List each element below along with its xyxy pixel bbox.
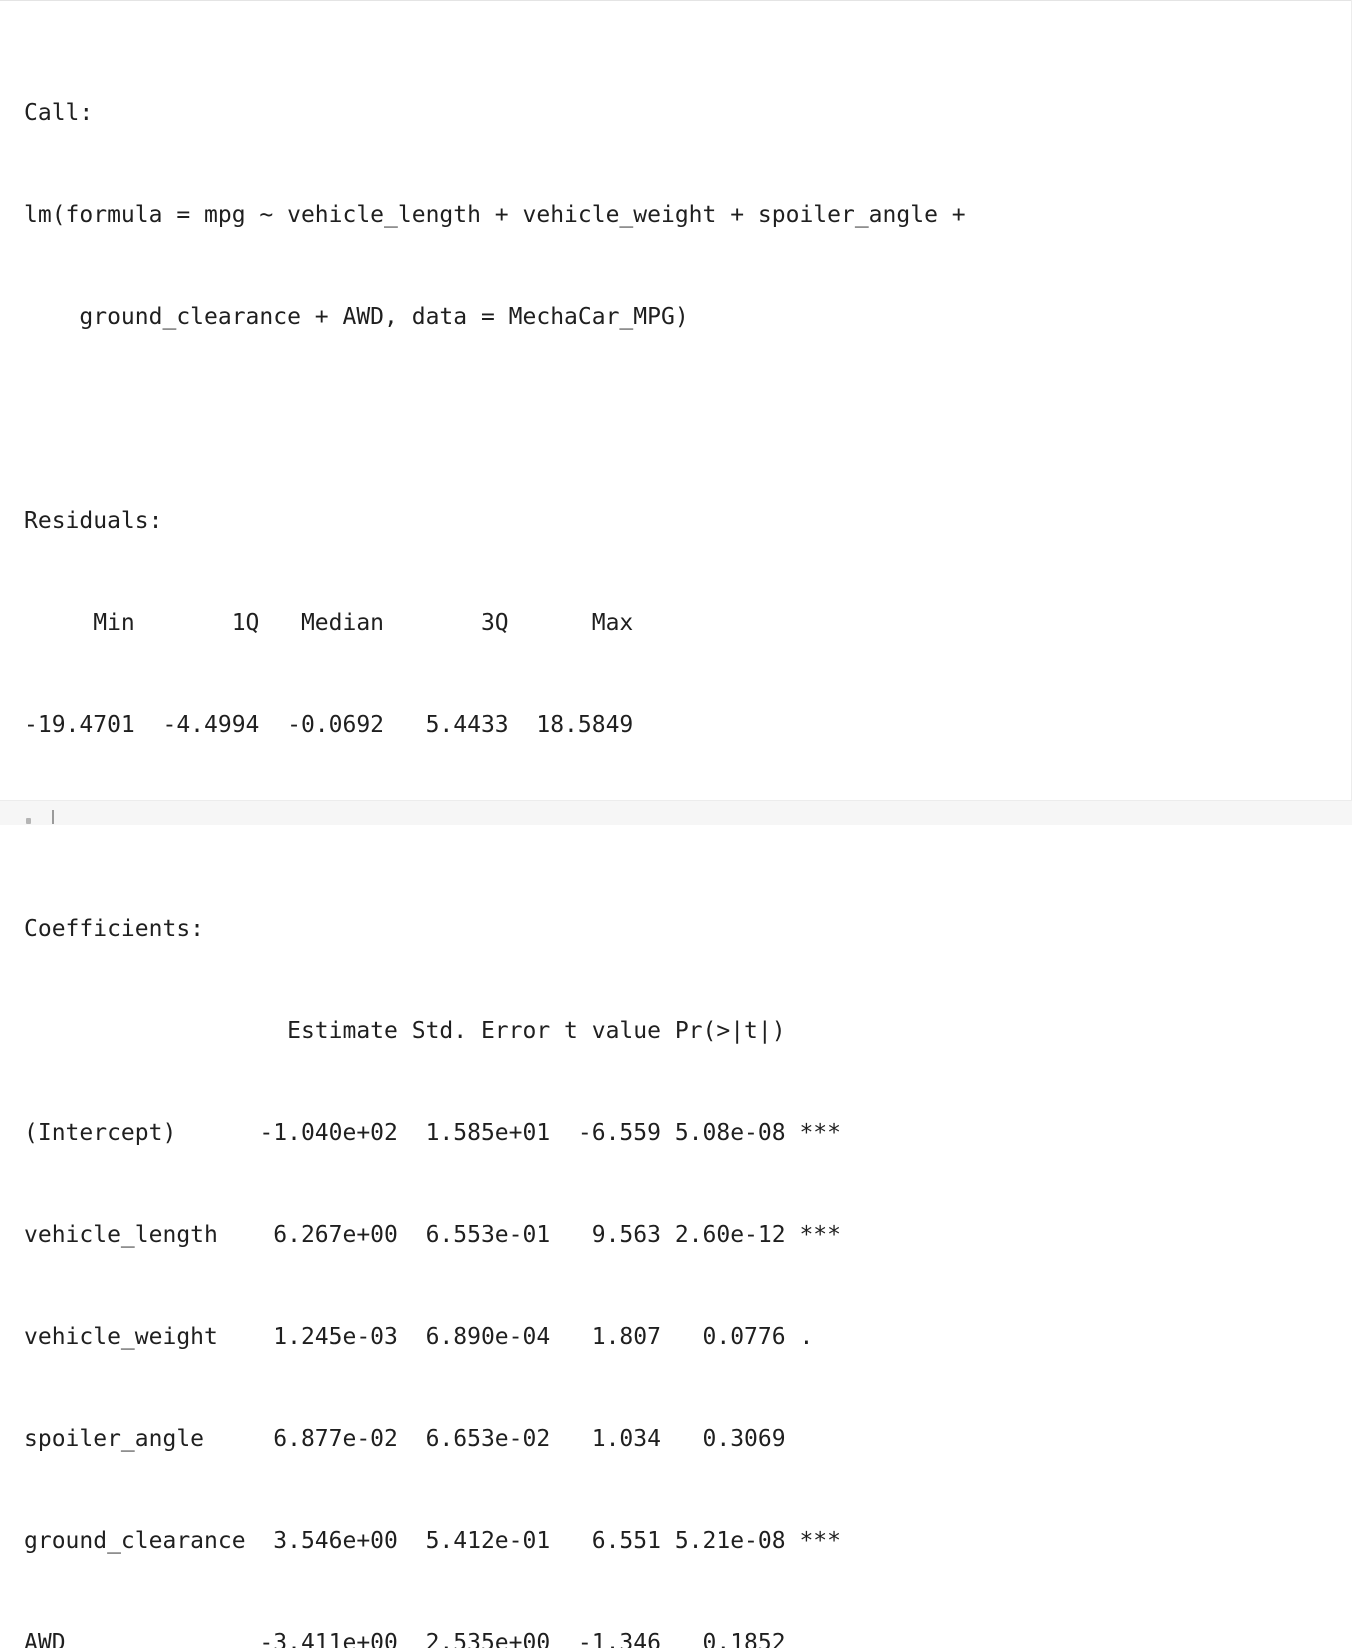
coefficient-row: vehicle_weight 1.245e-03 6.890e-04 1.807… [24, 1324, 841, 1350]
coefficient-row: (Intercept) -1.040e+02 1.585e+01 -6.559 … [24, 1120, 841, 1146]
coefficient-row: vehicle_length 6.267e+00 6.553e-01 9.563… [24, 1222, 841, 1248]
coefficient-row: AWD -3.411e+00 2.535e+00 -1.346 0.1852 [24, 1630, 841, 1648]
text-cursor [52, 810, 54, 824]
top-divider [0, 0, 1352, 1]
prompt-icon [26, 818, 31, 824]
r-console-output: Call: lm(formula = mpg ~ vehicle_length … [24, 28, 979, 1648]
residuals-values: -19.4701 -4.4994 -0.0692 5.4433 18.5849 [24, 712, 648, 738]
coefficients-column-headers: Estimate Std. Error t value Pr(>|t|) [24, 1018, 841, 1044]
call-header: Call: [24, 100, 94, 126]
call-formula-line: lm(formula = mpg ~ vehicle_length + vehi… [24, 202, 980, 228]
blank-line [24, 402, 979, 436]
residuals-column-headers: Min 1Q Median 3Q Max [24, 610, 648, 636]
coefficient-row: ground_clearance 3.546e+00 5.412e-01 6.5… [24, 1528, 841, 1554]
coefficient-row: spoiler_angle 6.877e-02 6.653e-02 1.034 … [24, 1426, 841, 1452]
coefficients-header: Coefficients: [24, 916, 205, 942]
call-formula-line: ground_clearance + AWD, data = MechaCar_… [24, 304, 689, 330]
console-input-area[interactable] [0, 800, 1352, 825]
residuals-header: Residuals: [24, 508, 163, 534]
